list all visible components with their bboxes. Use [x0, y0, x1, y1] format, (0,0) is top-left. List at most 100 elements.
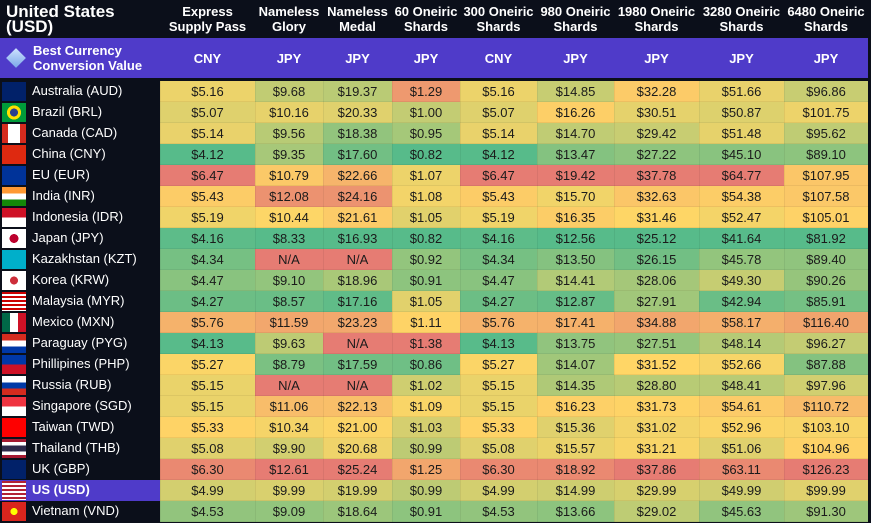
country-name: Mexico (MXN)	[32, 313, 115, 329]
table-row: Malaysia (MYR) $4.27 $8.57 $17.16 $1.05 $4.27…	[0, 290, 869, 312]
price-cell: $17.41	[536, 311, 615, 333]
price-cell: $4.99	[459, 479, 538, 501]
price-cell: $5.15	[459, 374, 538, 396]
price-cell: $54.61	[698, 395, 785, 417]
price-cell: $91.30	[783, 500, 869, 522]
price-cell: $5.19	[459, 206, 538, 228]
price-cell: $1.29	[391, 79, 461, 102]
column-header: 3280 Oneiric Shards	[699, 0, 784, 38]
price-cell: $4.47	[459, 269, 538, 291]
price-cell: $0.99	[391, 479, 461, 501]
price-cell: $87.88	[783, 353, 869, 375]
price-cell: $9.35	[254, 143, 324, 165]
price-cell: $0.95	[391, 122, 461, 144]
price-cell: $18.96	[322, 269, 393, 291]
price-cell: $49.99	[698, 479, 785, 501]
price-cell: $48.41	[698, 374, 785, 396]
price-cell: $15.36	[536, 416, 615, 438]
price-cell: $96.86	[783, 79, 869, 102]
price-cell: $19.99	[322, 479, 393, 501]
flag-gb-icon	[2, 459, 26, 479]
price-cell: $14.70	[536, 122, 615, 144]
price-cell: $5.15	[459, 395, 538, 417]
country-name: China (CNY)	[32, 145, 106, 161]
price-cell: $5.08	[159, 437, 256, 459]
price-cell: $63.11	[698, 458, 785, 480]
price-cell: $9.90	[254, 437, 324, 459]
country-name: Taiwan (TWD)	[32, 418, 115, 434]
price-cell: $18.64	[322, 500, 393, 522]
price-cell: $48.14	[698, 332, 785, 354]
price-cell: $13.66	[536, 500, 615, 522]
price-cell: $58.17	[698, 311, 785, 333]
table-row: Canada (CAD) $5.14 $9.56 $18.38 $0.95 $5.14 $1…	[0, 122, 869, 144]
country-name: US (USD)	[32, 481, 90, 497]
price-cell: $5.07	[459, 101, 538, 123]
country-name: Vietnam (VND)	[32, 502, 120, 518]
price-cell: $14.41	[536, 269, 615, 291]
price-cell: $5.16	[159, 79, 256, 102]
price-cell: $10.44	[254, 206, 324, 228]
price-cell: $4.53	[159, 500, 256, 522]
country-cell: Russia (RUB)	[0, 374, 160, 396]
best-currency-label-cell: Best Currency Conversion Value	[0, 38, 160, 81]
price-cell: $27.22	[613, 143, 700, 165]
country-name: Indonesia (IDR)	[32, 208, 124, 224]
price-cell: $13.75	[536, 332, 615, 354]
best-currency-value: CNY	[460, 38, 537, 81]
price-cell: $15.57	[536, 437, 615, 459]
table-row: US (USD) $4.99 $9.99 $19.99 $0.99 $4.99 $14.99…	[0, 479, 869, 501]
flag-kr-icon	[2, 270, 26, 290]
country-name: Korea (KRW)	[32, 271, 110, 287]
country-name: Russia (RUB)	[32, 376, 112, 392]
price-cell: $10.34	[254, 416, 324, 438]
country-name: Kazakhstan (KZT)	[32, 250, 137, 266]
price-cell: $5.27	[459, 353, 538, 375]
table-row: Paraguay (PYG) $4.13 $9.63 N/A $1.38 $4.13 $13…	[0, 332, 869, 354]
country-cell: Phillipines (PHP)	[0, 353, 160, 375]
price-cell: $5.43	[159, 185, 256, 207]
column-header: 980 Oneiric Shards	[537, 0, 614, 38]
price-cell: $96.27	[783, 332, 869, 354]
flag-id-icon	[2, 207, 26, 227]
country-cell: Australia (AUD)	[0, 79, 160, 102]
price-cell: $4.12	[459, 143, 538, 165]
price-cell: $52.96	[698, 416, 785, 438]
country-name: EU (EUR)	[32, 166, 90, 182]
page-title: United States (USD)	[0, 0, 160, 38]
price-cell: $6.30	[459, 458, 538, 480]
flag-py-icon	[2, 333, 26, 353]
price-cell: $9.63	[254, 332, 324, 354]
column-header: Nameless Glory	[255, 0, 323, 38]
price-cell: $9.56	[254, 122, 324, 144]
table-row: Vietnam (VND) $4.53 $9.09 $18.64 $0.91 $4.53 $…	[0, 500, 869, 522]
price-cell: $110.72	[783, 395, 869, 417]
price-cell: $9.09	[254, 500, 324, 522]
price-cell: $97.96	[783, 374, 869, 396]
table-row: China (CNY) $4.12 $9.35 $17.60 $0.82 $4.12 $13…	[0, 143, 869, 165]
price-cell: $1.07	[391, 164, 461, 186]
column-header: 6480 Oneiric Shards	[784, 0, 868, 38]
price-cell: $19.37	[322, 79, 393, 102]
price-cell: $25.24	[322, 458, 393, 480]
price-cell: $89.40	[783, 248, 869, 270]
price-cell: $14.35	[536, 374, 615, 396]
table-row: India (INR) $5.43 $12.08 $24.16 $1.08 $5.43 $1…	[0, 185, 869, 207]
price-cell: $29.02	[613, 500, 700, 522]
price-cell: $34.88	[613, 311, 700, 333]
price-cell: $18.38	[322, 122, 393, 144]
flag-sg-icon	[2, 396, 26, 416]
table-row: Korea (KRW) $4.47 $9.10 $18.96 $0.91 $4.47 $14…	[0, 269, 869, 291]
price-cell: $45.10	[698, 143, 785, 165]
table-row: Russia (RUB) $5.15 N/A N/A $1.02 $5.15 $14.35 $…	[0, 374, 869, 396]
flag-us-icon	[2, 480, 26, 500]
country-name: Phillipines (PHP)	[32, 355, 130, 371]
flag-tw-icon	[2, 417, 26, 437]
price-cell: $24.16	[322, 185, 393, 207]
country-cell: Japan (JPY)	[0, 227, 160, 249]
country-cell: Taiwan (TWD)	[0, 416, 160, 438]
price-cell: $51.66	[698, 79, 785, 102]
best-currency-value: JPY	[537, 38, 614, 81]
country-name: UK (GBP)	[32, 460, 90, 476]
price-cell: $15.70	[536, 185, 615, 207]
